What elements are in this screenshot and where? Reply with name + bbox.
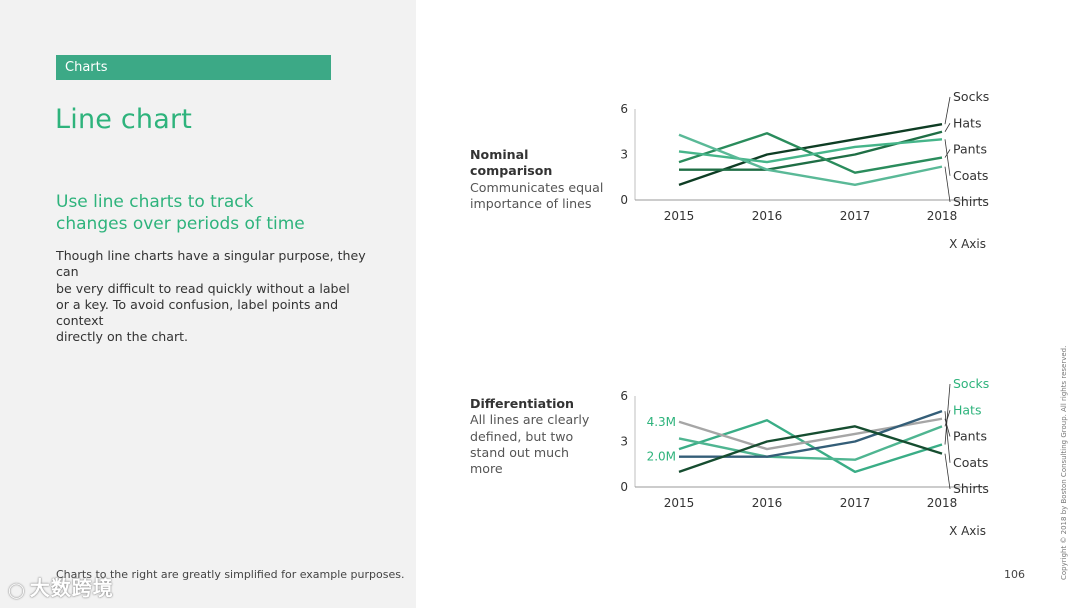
series-leader-line: [944, 411, 951, 463]
y-tick-label: 3: [620, 148, 628, 162]
page-title: Line chart: [55, 104, 193, 135]
start-value-label: 4.3M: [647, 415, 676, 429]
y-tick-label: 0: [620, 480, 628, 494]
line-chart-differentiation: 0 3 6 2015 2016 2017 2018 X Axis Socks Hats Pants C…: [620, 376, 989, 538]
series-leader-line: [944, 96, 951, 125]
series-label-hats: Hats: [953, 115, 981, 130]
x-tick-label: 2015: [664, 209, 695, 223]
chart-heading: Nominal comparison: [470, 147, 553, 179]
series-leader-line: [944, 149, 951, 158]
footnote: Charts to the right are greatly simplifi…: [56, 568, 405, 581]
series-label-coats: Coats: [953, 168, 988, 183]
left-panel: [0, 0, 416, 608]
y-tick-label: 3: [620, 435, 628, 449]
series-label-shirts: Shirts: [953, 481, 989, 496]
series-label-pants: Pants: [953, 429, 987, 444]
x-tick-label: 2017: [840, 209, 871, 223]
start-value-label: 2.0M: [647, 450, 676, 464]
series-label-socks: Socks: [953, 376, 989, 391]
x-tick-label: 2018: [927, 209, 958, 223]
copyright-notice: Copyright © 2018 by Boston Consulting Gr…: [1060, 345, 1068, 580]
y-tick-label: 6: [620, 102, 628, 116]
series-line-shirts: [678, 425, 943, 473]
x-axis-label: X Axis: [949, 524, 986, 538]
subtitle: Use line charts to track changes over pe…: [56, 192, 305, 234]
x-tick-label: 2016: [752, 209, 783, 223]
body-text: Though line charts have a singular purpo…: [56, 248, 366, 345]
x-tick-label: 2018: [927, 496, 958, 510]
page-number: 106: [1004, 568, 1025, 581]
chart-description-text: Communicates equal importance of lines: [470, 179, 604, 211]
x-tick-label: 2015: [664, 496, 695, 510]
series-label-coats: Coats: [953, 455, 988, 470]
x-tick-label: 2017: [840, 496, 871, 510]
watermark-text: 大数跨境: [29, 576, 114, 600]
chart-description-1: Nominal comparison Communicates equal im…: [470, 147, 605, 212]
y-tick-label: 0: [620, 193, 628, 207]
series-leader-line: [944, 166, 951, 203]
series-leader-line: [944, 383, 951, 445]
watermark-logo-icon: ◯: [8, 581, 26, 599]
chart-heading: Differentiation: [470, 396, 575, 411]
x-tick-label: 2016: [752, 496, 783, 510]
x-axis-label: X Axis: [949, 237, 986, 251]
chart-description-text: All lines are clearly defined, but two s…: [470, 412, 590, 477]
series-label-socks: Socks: [953, 89, 989, 104]
series-label-shirts: Shirts: [953, 194, 989, 209]
line-chart-nominal-comparison: 0 3 6 2015 2016 2017 2018 X Axis Socks Hats Pants C…: [620, 89, 989, 251]
series-leader-line: [944, 453, 951, 490]
series-line-hats: [678, 425, 943, 461]
watermark: ◯ 大数跨境: [8, 572, 114, 601]
series-label-hats: Hats: [953, 402, 981, 417]
series-line-coats: [678, 138, 943, 164]
series-line-shirts: [678, 133, 943, 187]
y-tick-label: 6: [620, 389, 628, 403]
chart-description-2: Differentiation All lines are clearly de…: [470, 396, 605, 477]
series-label-pants: Pants: [953, 142, 987, 157]
series-leader-line: [944, 123, 951, 132]
series-line-pants: [678, 132, 943, 174]
series-leader-line: [944, 139, 951, 176]
section-tag: Charts: [56, 55, 331, 80]
